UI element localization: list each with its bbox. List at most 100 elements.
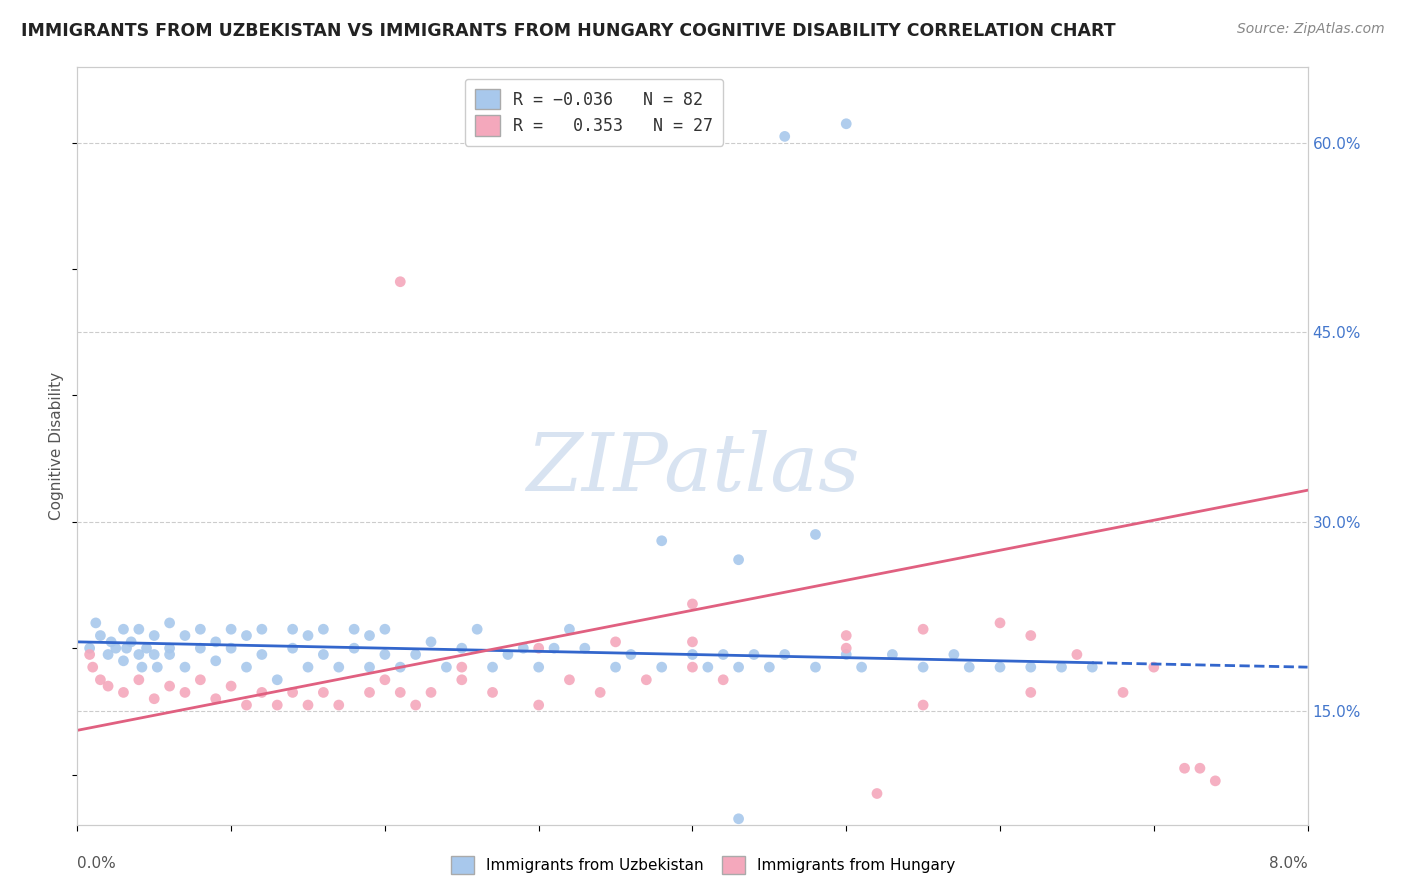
Point <box>527 641 550 656</box>
Point <box>159 615 181 630</box>
Point <box>727 552 749 567</box>
Point <box>804 527 827 541</box>
Legend: Immigrants from Uzbekistan, Immigrants from Hungary: Immigrants from Uzbekistan, Immigrants f… <box>444 850 962 880</box>
Point <box>1019 660 1042 674</box>
Point <box>328 698 350 712</box>
Point <box>742 648 765 662</box>
Point <box>1019 628 1042 642</box>
Point <box>159 641 181 656</box>
Point <box>112 654 135 668</box>
Point <box>804 660 827 674</box>
Point <box>496 648 519 662</box>
Point <box>942 648 965 662</box>
Point <box>620 648 643 662</box>
Point <box>835 628 858 642</box>
Point <box>682 597 704 611</box>
Point <box>605 635 627 649</box>
Point <box>281 622 304 636</box>
Point <box>882 648 904 662</box>
Point <box>912 622 935 636</box>
Point <box>835 648 858 662</box>
Point <box>374 648 396 662</box>
Point <box>450 673 472 687</box>
Point <box>988 660 1011 674</box>
Point <box>84 615 107 630</box>
Point <box>281 641 304 656</box>
Text: 8.0%: 8.0% <box>1268 855 1308 871</box>
Point <box>79 648 101 662</box>
Point <box>128 622 150 636</box>
Point <box>174 660 197 674</box>
Point <box>1050 660 1073 674</box>
Text: ZIPatlas: ZIPatlas <box>526 430 859 508</box>
Text: Source: ZipAtlas.com: Source: ZipAtlas.com <box>1237 22 1385 37</box>
Point <box>135 641 157 656</box>
Point <box>1204 773 1226 788</box>
Point <box>143 691 166 706</box>
Point <box>835 117 858 131</box>
Point <box>159 648 181 662</box>
Point <box>389 685 412 699</box>
Point <box>727 660 749 674</box>
Y-axis label: Cognitive Disability: Cognitive Disability <box>49 372 65 520</box>
Point <box>131 660 153 674</box>
Point <box>420 635 443 649</box>
Point <box>143 648 166 662</box>
Point <box>312 622 335 636</box>
Point <box>97 648 120 662</box>
Point <box>174 685 197 699</box>
Point <box>112 622 135 636</box>
Point <box>235 660 257 674</box>
Point <box>89 673 111 687</box>
Point <box>359 660 381 674</box>
Point <box>912 660 935 674</box>
Point <box>104 641 127 656</box>
Point <box>120 635 142 649</box>
Point <box>543 641 565 656</box>
Point <box>405 698 427 712</box>
Point <box>1019 685 1042 699</box>
Point <box>266 698 288 712</box>
Point <box>527 660 550 674</box>
Text: IMMIGRANTS FROM UZBEKISTAN VS IMMIGRANTS FROM HUNGARY COGNITIVE DISABILITY CORRE: IMMIGRANTS FROM UZBEKISTAN VS IMMIGRANTS… <box>21 22 1116 40</box>
Point <box>773 648 796 662</box>
Point <box>589 685 612 699</box>
Point <box>343 641 366 656</box>
Point <box>128 648 150 662</box>
Point <box>219 641 242 656</box>
Point <box>1143 660 1166 674</box>
Point <box>988 615 1011 630</box>
Point <box>297 628 319 642</box>
Point <box>405 648 427 662</box>
Point <box>1174 761 1197 775</box>
Point <box>957 660 980 674</box>
Point <box>527 698 550 712</box>
Point <box>188 673 212 687</box>
Text: 0.0%: 0.0% <box>77 855 117 871</box>
Point <box>1066 648 1088 662</box>
Point <box>420 685 443 699</box>
Point <box>359 685 381 699</box>
Point <box>773 129 796 144</box>
Point <box>115 641 138 656</box>
Point <box>159 679 181 693</box>
Point <box>297 698 319 712</box>
Point <box>851 660 873 674</box>
Point <box>651 533 673 548</box>
Point <box>250 685 273 699</box>
Point <box>89 628 111 642</box>
Point <box>450 660 472 674</box>
Point <box>312 685 335 699</box>
Point <box>682 660 704 674</box>
Point <box>82 660 104 674</box>
Point <box>727 812 749 826</box>
Point <box>512 641 534 656</box>
Point <box>711 673 734 687</box>
Point <box>450 641 472 656</box>
Point <box>866 787 889 801</box>
Point <box>188 641 212 656</box>
Point <box>682 648 704 662</box>
Point <box>558 673 581 687</box>
Point <box>146 660 169 674</box>
Point <box>389 660 412 674</box>
